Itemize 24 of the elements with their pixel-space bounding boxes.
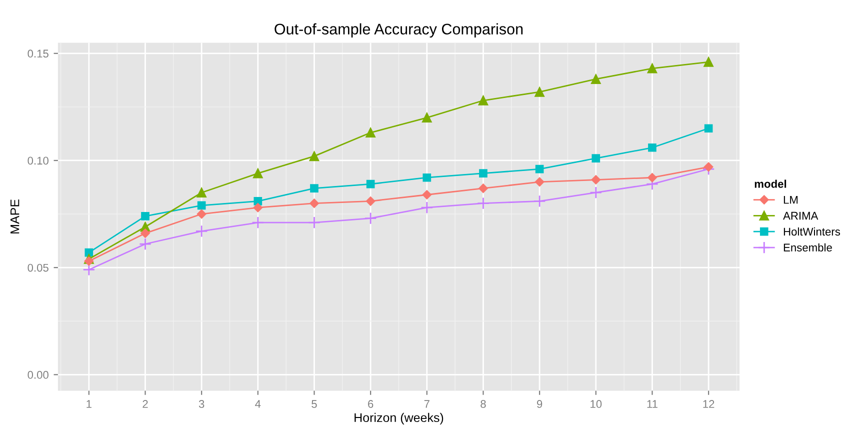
y-axis-title: MAPE	[10, 200, 20, 234]
y-tick-label: 0.00	[28, 370, 48, 379]
x-tick-label: 2	[142, 400, 148, 408]
legend-label: ARIMA	[783, 212, 818, 220]
x-axis-title: Horizon (weeks)	[354, 412, 444, 425]
x-tick-label: 4	[255, 400, 261, 408]
x-tick-label: 9	[536, 400, 542, 408]
x-tick-label: 12	[703, 400, 714, 408]
x-tick-label: 11	[647, 400, 658, 408]
x-tick-label: 1	[86, 400, 92, 408]
chart-title: Out-of-sample Accuracy Comparison	[274, 23, 523, 38]
legend-label: LM	[784, 196, 798, 204]
legend-title: model	[754, 180, 786, 188]
x-tick-label: 3	[198, 400, 204, 408]
y-tick-label: 0.05	[28, 264, 48, 272]
x-tick-label: 5	[312, 400, 317, 408]
legend-label: Ensemble	[784, 243, 832, 252]
x-tick-label: 10	[590, 400, 602, 408]
x-tick-label: 8	[480, 400, 486, 408]
y-tick-label: 0.15	[28, 50, 48, 58]
legend-label: HoltWinters	[784, 227, 840, 236]
y-tick-label: 0.10	[28, 156, 48, 165]
x-tick-label: 6	[368, 400, 374, 408]
x-tick-label: 7	[424, 400, 430, 408]
